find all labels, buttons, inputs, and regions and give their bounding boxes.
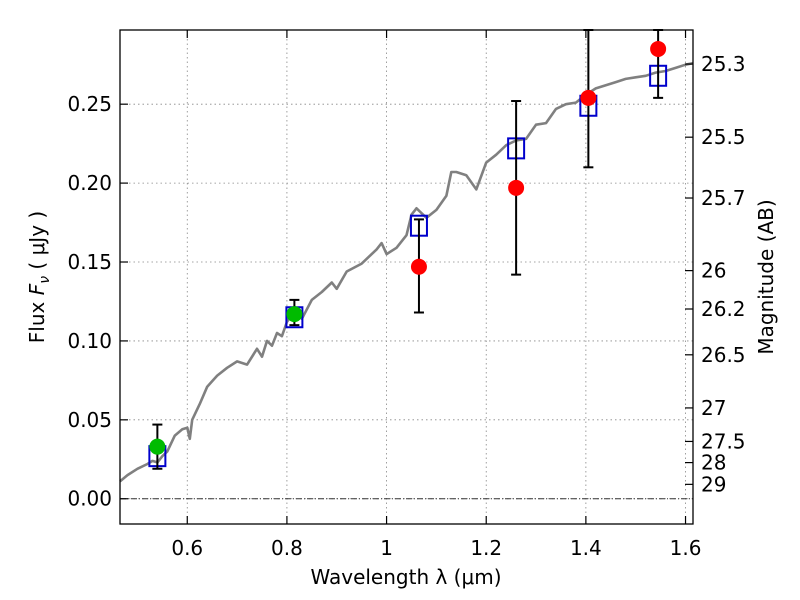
- magnitude-tick-label: 26: [701, 259, 726, 283]
- y-tick-label: 0.10: [67, 329, 112, 353]
- optical-data-point: [149, 438, 166, 455]
- nir-data-point: [580, 89, 597, 106]
- y-tick-label: 0.00: [67, 487, 112, 511]
- magnitude-tick-label: 26.5: [701, 343, 746, 367]
- plot-frame: [119, 29, 694, 525]
- optical-data-point: [286, 306, 303, 323]
- x-tick-label: 1.2: [470, 536, 502, 560]
- grid-lines: [120, 30, 693, 524]
- x-tick-label: 1.4: [570, 536, 602, 560]
- x-tick-label: 0.8: [271, 536, 303, 560]
- nir-data-point: [508, 179, 525, 196]
- magnitude-tick-label: 26.2: [701, 297, 746, 321]
- y-axis-label-prefix: Flux: [25, 295, 49, 343]
- y-tick-label: 0.05: [67, 408, 112, 432]
- magnitude-tick-label: 25.5: [701, 125, 746, 149]
- x-axis-label: Wavelength λ (μm): [310, 565, 501, 589]
- plot-area: [119, 29, 694, 483]
- nir-data-point: [410, 258, 427, 275]
- magnitude-tick-label: 28: [701, 451, 726, 475]
- y-tick-label: 0.20: [67, 171, 112, 195]
- model-spectrum-line: [119, 61, 694, 483]
- y-tick-label: 0.15: [67, 250, 112, 274]
- magnitude-tick-label: 27.5: [701, 429, 746, 453]
- nir-data-point: [650, 40, 667, 57]
- y-axis-ticks: 0.00 0.05 0.10 0.15 0.20 0.25: [67, 92, 128, 511]
- magnitude-axis-label: Magnitude (AB): [754, 199, 778, 354]
- magnitude-tick-label: 27: [701, 396, 726, 420]
- x-tick-label: 0.6: [171, 536, 203, 560]
- magnitude-tick-label: 29: [701, 472, 726, 496]
- y-axis-label-subscript: ν: [37, 276, 53, 284]
- magnitude-tick-label: 25.7: [701, 186, 746, 210]
- y-tick-label: 0.25: [67, 92, 112, 116]
- magnitude-tick-label: 25.3: [701, 52, 746, 76]
- x-tick-label: 1: [380, 536, 393, 560]
- y-axis-label-symbol: F: [25, 283, 49, 295]
- y-axis-label: Flux Fν ( μJy ): [25, 211, 53, 343]
- x-tick-label: 1.6: [670, 536, 702, 560]
- y-axis-label-suffix: ( μJy ): [25, 211, 49, 276]
- x-axis-ticks: 0.6 0.8 1 1.2 1.4 1.6: [171, 30, 701, 560]
